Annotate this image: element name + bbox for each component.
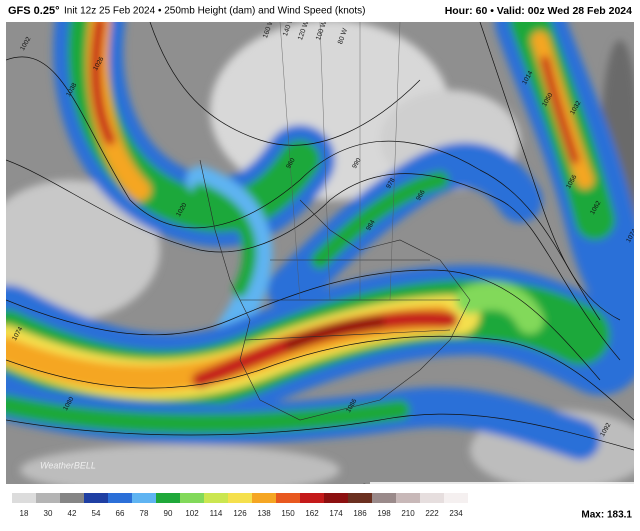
colorbar-label: 198 — [377, 509, 391, 518]
copyright: © 2024 WeatherBELL Analytics, LLC. All r… — [362, 484, 632, 491]
colorbar-segment — [276, 493, 300, 503]
colorbar-label: 90 — [164, 509, 173, 518]
colorbar-label: 234 — [449, 509, 463, 518]
colorbar: 18 30 42 54 66 78 90 102 114 126 138 150 162 174 186 19… — [12, 493, 468, 518]
colorbar-label: 126 — [233, 509, 247, 518]
valid-time: Hour: 60 • Valid: 00z Wed 28 Feb 2024 — [445, 5, 632, 17]
colorbar-segment — [252, 493, 276, 503]
colorbar-label: 30 — [44, 509, 53, 518]
colorbar-segment — [36, 493, 60, 503]
contour-label: 978 — [385, 177, 397, 190]
colorbar-label: 78 — [140, 509, 149, 518]
graticule — [279, 22, 401, 301]
colorbar-label: 162 — [305, 509, 319, 518]
colorbar-label: 174 — [329, 509, 343, 518]
colorbar-segment — [156, 493, 180, 503]
colorbar-label: 66 — [116, 509, 125, 518]
colorbar-segment — [396, 493, 420, 503]
colorbar-label: 210 — [401, 509, 415, 518]
colorbar-label: 138 — [257, 509, 271, 518]
contour-label: 1074 — [625, 228, 638, 244]
colorbar-segment — [228, 493, 252, 503]
colorbar-label: 222 — [425, 509, 439, 518]
colorbar-label: 102 — [185, 509, 199, 518]
copyright-bg — [370, 482, 634, 484]
colorbar-segment — [132, 493, 156, 503]
colorbar-segment — [12, 493, 36, 503]
colorbar-segment — [420, 493, 444, 503]
contour-label: 966 — [415, 189, 427, 202]
height-contours — [6, 22, 634, 451]
colorbar-label: 18 — [20, 509, 29, 518]
map-borders — [199, 159, 471, 421]
contour-label: 960 — [285, 157, 297, 170]
contour-label: 984 — [365, 219, 377, 232]
colorbar-segment — [324, 493, 348, 503]
colorbar-label: 54 — [92, 509, 101, 518]
colorbar-label: 42 — [68, 509, 77, 518]
colorbar-segment — [84, 493, 108, 503]
colorbar-segment — [300, 493, 324, 503]
colorbar-segment — [348, 493, 372, 503]
map-area: 160 W 140 W 120 W 100 W 80 W1002102610381020… — [6, 22, 638, 491]
colorbar-segment — [180, 493, 204, 503]
colorbar-segment — [444, 493, 468, 503]
colorbar-segment — [372, 493, 396, 503]
colorbar-label: 186 — [353, 509, 367, 518]
map-title: Init 12z 25 Feb 2024 • 250mb Height (dam… — [64, 6, 365, 17]
contour-label: 990 — [351, 157, 363, 170]
watermark: WeatherBELL — [40, 460, 96, 470]
model-name: GFS 0.25° — [8, 5, 59, 17]
speed-fields — [6, 22, 634, 484]
colorbar-segment — [60, 493, 84, 503]
colorbar-label: 150 — [281, 509, 295, 518]
colorbar-label: 114 — [210, 509, 223, 518]
max-value: Max: 183.1 — [581, 510, 632, 521]
colorbar-segment — [204, 493, 228, 503]
colorbar-segment — [108, 493, 132, 503]
